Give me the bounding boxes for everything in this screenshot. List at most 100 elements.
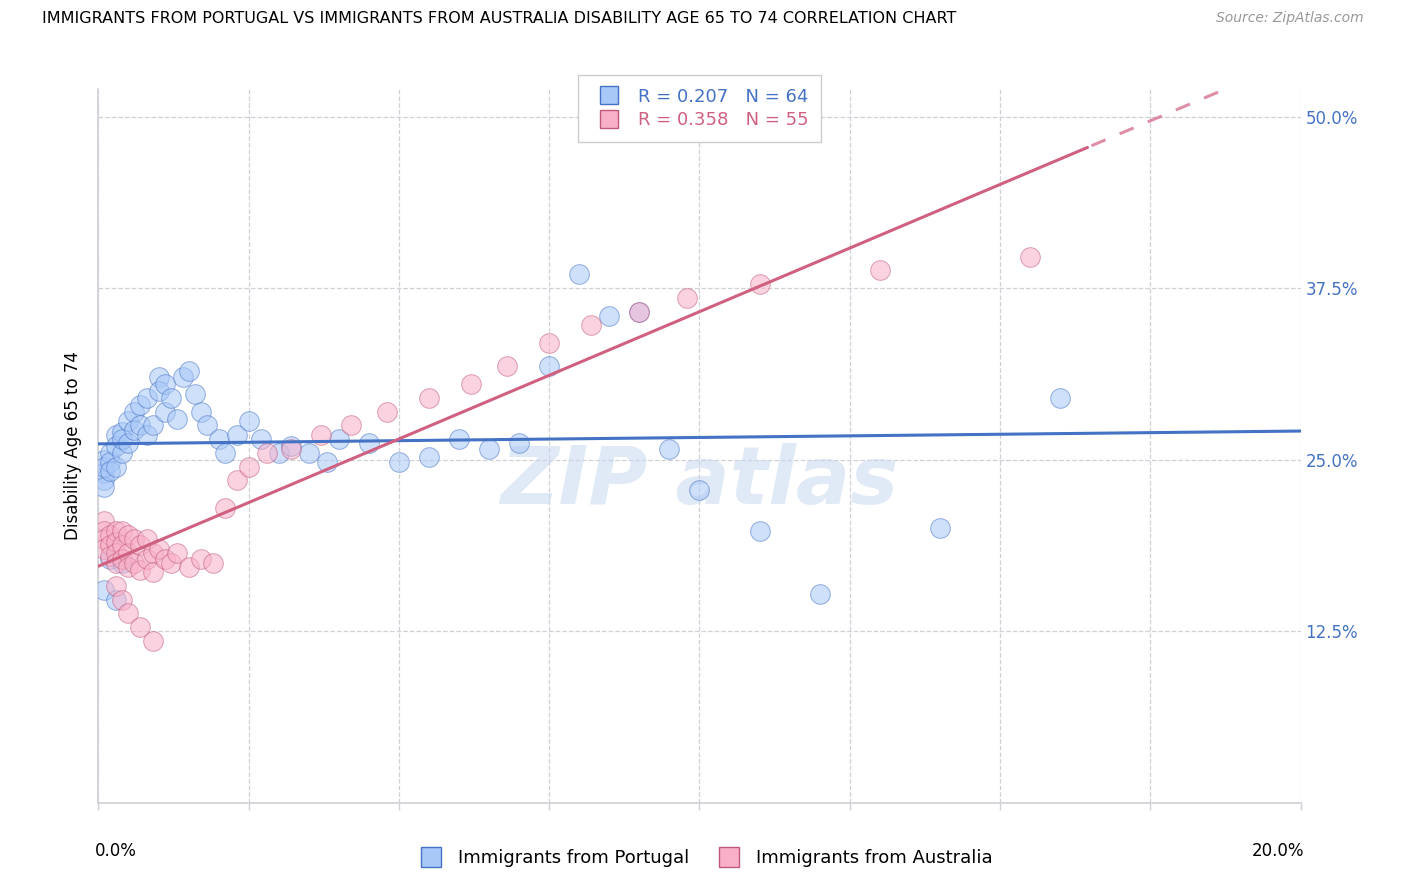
Point	[249, 432, 271, 446]
Point	[159, 391, 181, 405]
Point	[93, 480, 115, 494]
Point	[141, 633, 163, 648]
Point	[135, 533, 157, 547]
Point	[124, 423, 146, 437]
Point	[129, 538, 152, 552]
Point	[183, 387, 205, 401]
Text: 20.0%: 20.0%	[1251, 842, 1305, 860]
Point	[340, 418, 363, 433]
Point	[93, 473, 115, 487]
Point	[568, 268, 591, 282]
Point	[117, 436, 139, 450]
Point	[135, 551, 157, 566]
Point	[447, 432, 470, 446]
Point	[129, 418, 152, 433]
Point	[93, 467, 115, 481]
Point	[117, 546, 139, 560]
Point	[256, 446, 278, 460]
Point	[177, 363, 200, 377]
Point	[328, 432, 350, 446]
Point	[105, 524, 128, 538]
Point	[111, 592, 134, 607]
Point	[1019, 250, 1042, 264]
Point	[93, 515, 115, 529]
Point	[100, 446, 122, 460]
Text: ZIP atlas: ZIP atlas	[501, 442, 898, 521]
Point	[208, 432, 231, 446]
Point	[93, 459, 115, 474]
Point	[689, 483, 711, 497]
Point	[93, 533, 115, 547]
Point	[129, 562, 152, 576]
Point	[418, 450, 440, 464]
Point	[177, 559, 200, 574]
Point	[105, 546, 128, 560]
Point	[214, 446, 236, 460]
Point	[117, 528, 139, 542]
Point	[105, 592, 128, 607]
Text: 0.0%: 0.0%	[94, 842, 136, 860]
Point	[808, 587, 831, 601]
Point	[267, 446, 290, 460]
Point	[93, 524, 115, 538]
Point	[135, 428, 157, 442]
Point	[105, 459, 128, 474]
Point	[280, 439, 302, 453]
Point	[460, 377, 482, 392]
Point	[166, 546, 188, 560]
Legend: R = 0.207   N = 64, R = 0.358   N = 55: R = 0.207 N = 64, R = 0.358 N = 55	[578, 75, 821, 142]
Point	[105, 579, 128, 593]
Point	[124, 405, 146, 419]
Point	[628, 304, 651, 318]
Point	[159, 556, 181, 570]
Point	[869, 263, 891, 277]
Point	[124, 556, 146, 570]
Point	[117, 414, 139, 428]
Point	[153, 405, 176, 419]
Point	[214, 500, 236, 515]
Point	[748, 277, 770, 291]
Point	[225, 473, 247, 487]
Point	[100, 464, 122, 478]
Point	[111, 425, 134, 440]
Point	[172, 370, 194, 384]
Point	[117, 559, 139, 574]
Point	[166, 411, 188, 425]
Point	[117, 607, 139, 621]
Point	[148, 541, 170, 556]
Point	[508, 436, 530, 450]
Point	[135, 391, 157, 405]
Point	[153, 551, 176, 566]
Point	[111, 551, 134, 566]
Point	[141, 418, 163, 433]
Point	[124, 533, 146, 547]
Point	[929, 521, 952, 535]
Point	[238, 414, 260, 428]
Point	[309, 428, 332, 442]
Point	[538, 336, 561, 351]
Point	[105, 556, 128, 570]
Point	[748, 524, 770, 538]
Point	[111, 524, 134, 538]
Point	[598, 309, 620, 323]
Point	[111, 538, 134, 552]
Point	[129, 398, 152, 412]
Point	[496, 359, 519, 374]
Point	[225, 428, 247, 442]
Point	[100, 551, 122, 566]
Point	[105, 535, 128, 549]
Point	[141, 566, 163, 580]
Point	[105, 439, 128, 453]
Point	[201, 556, 224, 570]
Point	[280, 442, 302, 456]
Point	[190, 405, 212, 419]
Point	[111, 556, 134, 570]
Y-axis label: Disability Age 65 to 74: Disability Age 65 to 74	[65, 351, 83, 541]
Point	[141, 546, 163, 560]
Text: IMMIGRANTS FROM PORTUGAL VS IMMIGRANTS FROM AUSTRALIA DISABILITY AGE 65 TO 74 CO: IMMIGRANTS FROM PORTUGAL VS IMMIGRANTS F…	[42, 11, 956, 26]
Point	[153, 377, 176, 392]
Point	[129, 620, 152, 634]
Point	[375, 405, 398, 419]
Point	[298, 446, 321, 460]
Point	[93, 541, 115, 556]
